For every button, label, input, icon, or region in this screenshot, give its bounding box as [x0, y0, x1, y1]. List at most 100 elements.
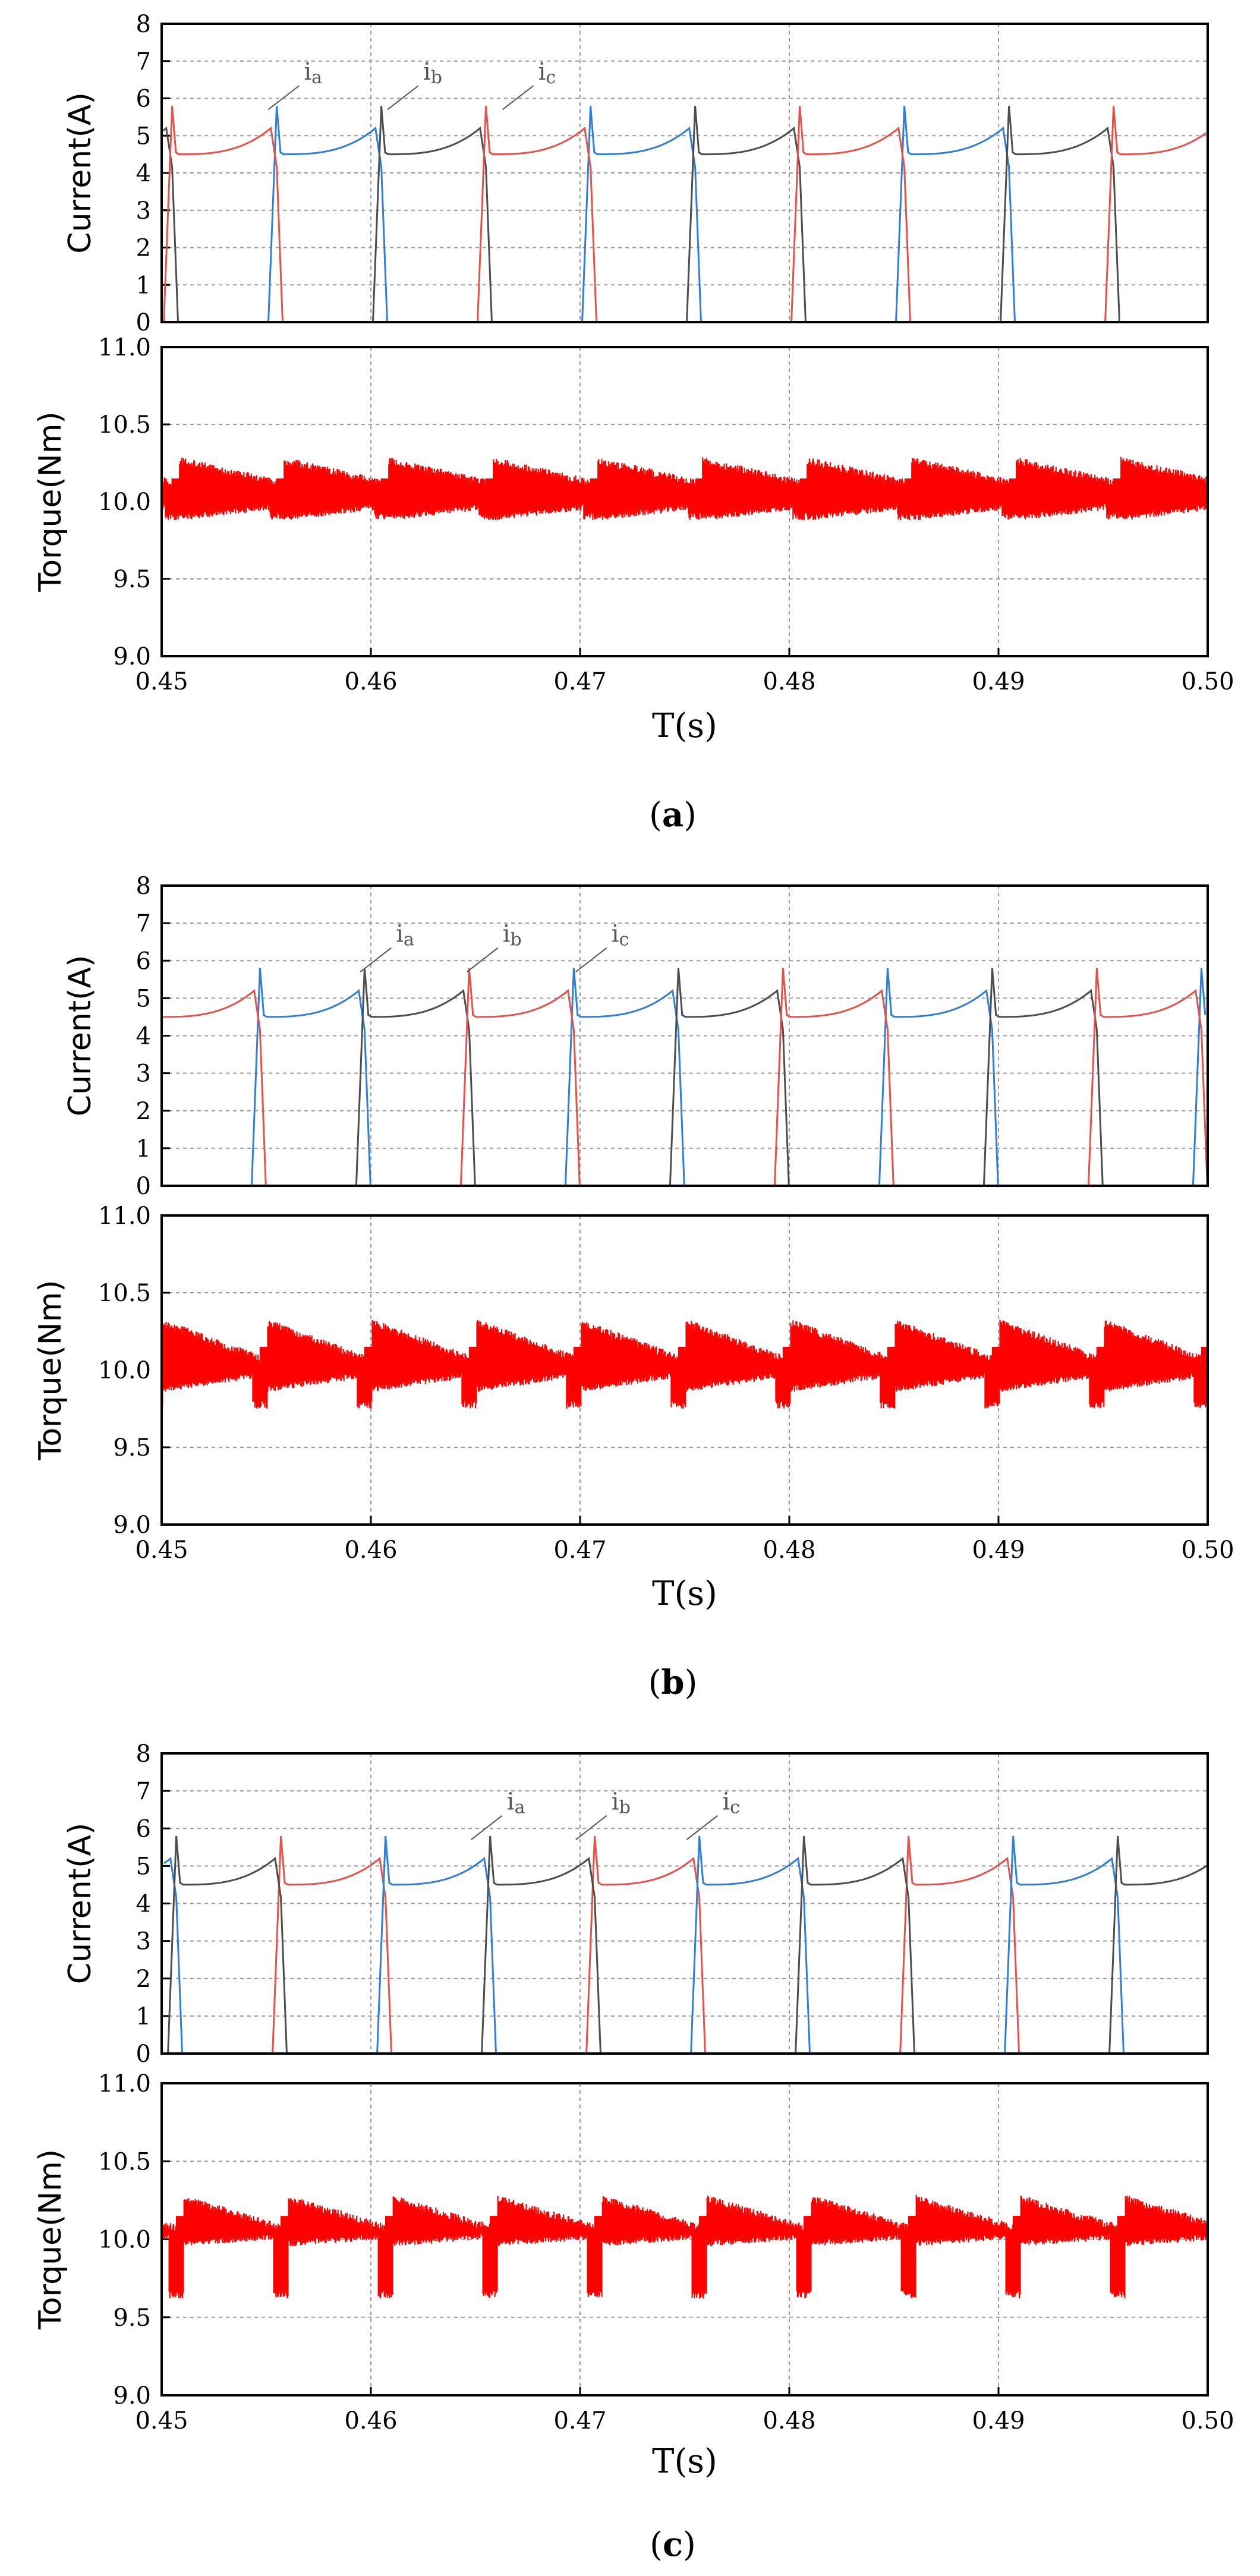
y-tick-label: 1 [136, 2003, 151, 2030]
y-tick-label: 9.0 [113, 643, 151, 670]
y-tick-label: 10.0 [98, 489, 151, 516]
y-tick-label: 11.0 [98, 1202, 151, 1230]
torque-plot-frame [160, 2082, 1209, 2397]
x-tick-label: 0.47 [553, 1536, 606, 1564]
y-tick-label: 7 [136, 910, 151, 937]
current-trace-ia [372, 105, 493, 323]
current-trace-ic [1004, 1835, 1124, 2054]
x-tick-label: 0.49 [972, 668, 1025, 695]
current-trace-ib [163, 105, 284, 323]
y-tick-label: 1 [136, 1135, 151, 1163]
y-tick-label: 11.0 [98, 2070, 151, 2098]
y-tick-label: 9.0 [113, 1511, 151, 1539]
y-axis-label-current: Current(A) [62, 1823, 98, 1984]
current-plot: 0 1 2 3 4 5 6 7 8 ia ib ic Current(A) [62, 873, 1209, 1200]
y-tick-label: 9.0 [113, 2382, 151, 2410]
x-tick-label: 0.48 [763, 2407, 815, 2435]
y-tick-label: 3 [136, 197, 151, 225]
y-tick-label: 0 [136, 1173, 151, 1200]
current-trace-ic [376, 1835, 497, 2054]
current-trace-ia [982, 968, 1104, 1186]
y-tick-label: 5 [136, 985, 151, 1012]
torque-trace [160, 1320, 1209, 1409]
series-label-ia: ia [396, 921, 414, 950]
current-trace-ic [895, 105, 1016, 323]
current-trace-ia [162, 126, 179, 323]
current-trace-ib [477, 105, 597, 323]
torque-plot: 9.0 9.5 10.0 10.5 11.0 0.45 0.46 0.47 0.48 0.49 0.… [33, 334, 1234, 695]
y-tick-label: 2 [136, 1098, 151, 1125]
current-trace-ia [355, 968, 476, 1186]
x-tick-label: 0.49 [972, 2407, 1025, 2435]
current-plot-frame [160, 884, 1209, 1187]
current-trace-ib [773, 968, 894, 1186]
panel-b: 0 1 2 3 4 5 6 7 8 ia ib ic Current(A) 9.0 9.5 10.0 10.5 1… [33, 873, 1234, 1702]
current-trace-ic [581, 105, 702, 323]
series-label-ic: ic [612, 921, 629, 950]
x-tick-label: 0.50 [1181, 1536, 1234, 1564]
series-leader-line [471, 1815, 503, 1840]
current-trace-ib [162, 989, 267, 1186]
series-leader-line [575, 947, 607, 972]
current-trace-ib [1087, 968, 1208, 1186]
current-trace-ia [795, 1835, 915, 2054]
torque-plot: 9.0 9.5 10.0 10.5 11.0 0.45 0.46 0.47 0.48 0.49 0.… [33, 2070, 1234, 2435]
x-tick-label: 0.45 [135, 1536, 188, 1564]
panel-caption: (b) [648, 1663, 698, 1702]
y-tick-label: 5 [136, 1853, 151, 1880]
x-tick-label: 0.47 [553, 668, 606, 695]
current-trace-ic [878, 968, 999, 1186]
current-trace-ic [690, 1835, 811, 2054]
y-tick-label: 0 [136, 2040, 151, 2068]
y-tick-label: 10.5 [98, 411, 151, 439]
current-trace-ia [167, 1835, 288, 2054]
y-tick-label: 7 [136, 1778, 151, 1805]
y-axis-label-current: Current(A) [62, 92, 98, 253]
y-tick-label: 10.0 [98, 2227, 151, 2254]
x-tick-label: 0.45 [135, 2407, 188, 2435]
series-leader-line [467, 947, 499, 972]
x-axis-label: T(s) [652, 1574, 717, 1613]
series-leader-line [360, 947, 392, 972]
y-tick-label: 3 [136, 1928, 151, 1955]
x-tick-label: 0.48 [763, 668, 815, 695]
current-trace-ib [459, 968, 581, 1186]
y-tick-label: 6 [136, 86, 151, 113]
y-tick-label: 1 [136, 272, 151, 299]
current-trace-ia [669, 968, 790, 1186]
x-tick-label: 0.48 [763, 1536, 815, 1564]
y-tick-label: 7 [136, 48, 151, 75]
y-tick-label: 3 [136, 1060, 151, 1088]
y-tick-label: 6 [136, 947, 151, 975]
y-tick-label: 8 [136, 11, 151, 38]
x-tick-label: 0.46 [344, 2407, 397, 2435]
torque-trace [160, 456, 1209, 521]
series-leader-line [267, 85, 300, 111]
y-tick-label: 9.5 [113, 566, 151, 593]
torque-plot-frame [160, 346, 1209, 657]
current-trace-ic [1192, 968, 1207, 1186]
series-label-ia: ia [507, 1788, 525, 1818]
panel-c: 0 1 2 3 4 5 6 7 8 ia ib ic Current(A) 9.0 9.5 10.0 10.5 1… [33, 1740, 1234, 2564]
current-trace-ib [585, 1835, 706, 2054]
y-tick-label: 9.5 [113, 2304, 151, 2332]
x-tick-label: 0.50 [1181, 668, 1234, 695]
series-leader-line [387, 85, 419, 111]
y-tick-label: 6 [136, 1815, 151, 1843]
y-tick-label: 2 [136, 1966, 151, 1993]
x-tick-label: 0.50 [1181, 2407, 1234, 2435]
current-trace-ic [564, 968, 685, 1186]
y-tick-label: 4 [136, 160, 151, 187]
series-label-ib: ib [612, 1788, 631, 1818]
current-trace-ic [267, 105, 388, 323]
current-trace-ia [481, 1835, 601, 2054]
y-tick-label: 8 [136, 873, 151, 900]
y-axis-label-torque: Torque(Nm) [33, 1280, 68, 1460]
current-trace-ib [790, 105, 911, 323]
series-label-ib: ib [423, 58, 442, 88]
current-plot: 0 1 2 3 4 5 6 7 8 ia ib ic Current(A) [62, 11, 1209, 336]
current-trace-ic [163, 1857, 183, 2054]
y-tick-label: 9.5 [113, 1434, 151, 1462]
x-axis-label: T(s) [652, 2442, 717, 2481]
torque-plot: 9.0 9.5 10.0 10.5 11.0 0.45 0.46 0.47 0.48 0.49 0.… [33, 1202, 1234, 1564]
